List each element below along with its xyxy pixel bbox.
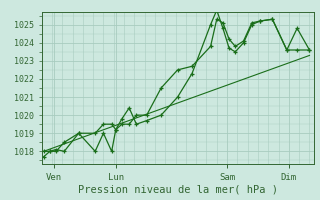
- X-axis label: Pression niveau de la mer( hPa ): Pression niveau de la mer( hPa ): [77, 185, 278, 195]
